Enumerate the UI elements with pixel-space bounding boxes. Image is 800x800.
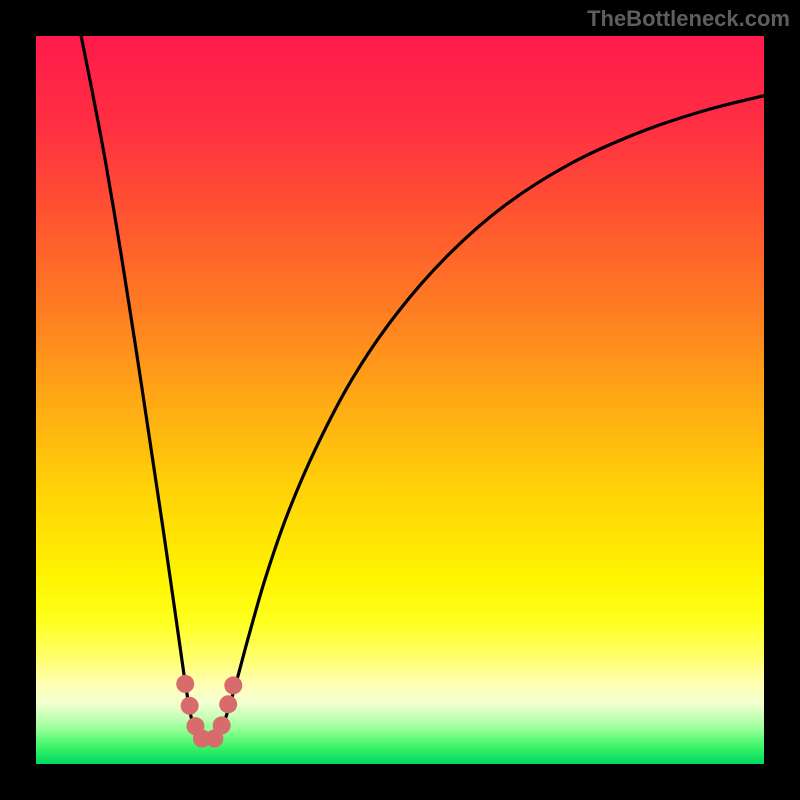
plot-area [36, 36, 764, 764]
marker-dot [176, 675, 194, 693]
watermark-text: TheBottleneck.com [587, 6, 790, 32]
chart-container: TheBottleneck.com [0, 0, 800, 800]
curve-right-branch [208, 96, 764, 742]
marker-dots [176, 675, 242, 748]
marker-dot [219, 695, 237, 713]
curve-layer [36, 36, 764, 764]
marker-dot [213, 716, 231, 734]
bottleneck-curve [81, 36, 764, 742]
curve-left-branch [81, 36, 208, 742]
marker-dot [181, 697, 199, 715]
marker-dot [224, 676, 242, 694]
